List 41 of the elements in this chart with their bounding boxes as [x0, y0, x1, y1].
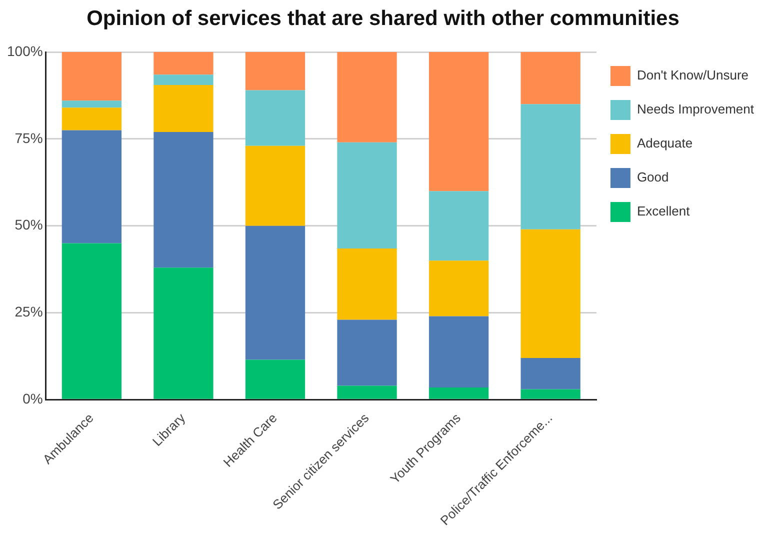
bar — [154, 132, 214, 268]
bar — [337, 320, 397, 386]
bar — [154, 85, 214, 132]
bar — [245, 360, 306, 399]
bar — [428, 191, 489, 261]
bar — [520, 52, 580, 104]
legend-label: Don't Know/Unsure — [636, 68, 749, 83]
bar — [245, 90, 306, 146]
bar — [428, 260, 489, 316]
y-tick-label: 100% — [6, 42, 43, 59]
bar — [520, 229, 580, 358]
legend-label: Good — [636, 170, 669, 185]
legend-label: Excellent — [636, 204, 690, 219]
bar — [520, 104, 580, 230]
bar — [337, 142, 397, 248]
legend-label: Needs Improvement — [636, 102, 754, 117]
bar — [245, 146, 306, 226]
bar — [337, 386, 397, 399]
y-tick-label: 75% — [14, 130, 43, 146]
bar — [337, 52, 397, 142]
bar — [154, 52, 214, 75]
bar — [62, 243, 122, 399]
chart-title: Opinion of services that are shared with other communities — [86, 6, 680, 32]
bar — [62, 130, 122, 244]
bar — [245, 52, 306, 90]
bar — [520, 389, 580, 399]
bar — [337, 248, 397, 320]
bar — [520, 358, 580, 390]
bar — [154, 74, 214, 86]
y-tick-label: 50% — [14, 216, 43, 233]
bar — [428, 388, 489, 399]
bar — [62, 52, 122, 101]
bar — [62, 100, 122, 108]
bar — [428, 316, 489, 388]
bar — [245, 226, 306, 360]
y-tick-label: 25% — [14, 304, 43, 320]
y-tick-label: 0% — [22, 390, 43, 407]
bar — [62, 108, 122, 130]
bar — [154, 268, 214, 399]
legend-label: Adequate — [636, 136, 693, 151]
bar — [428, 52, 489, 192]
